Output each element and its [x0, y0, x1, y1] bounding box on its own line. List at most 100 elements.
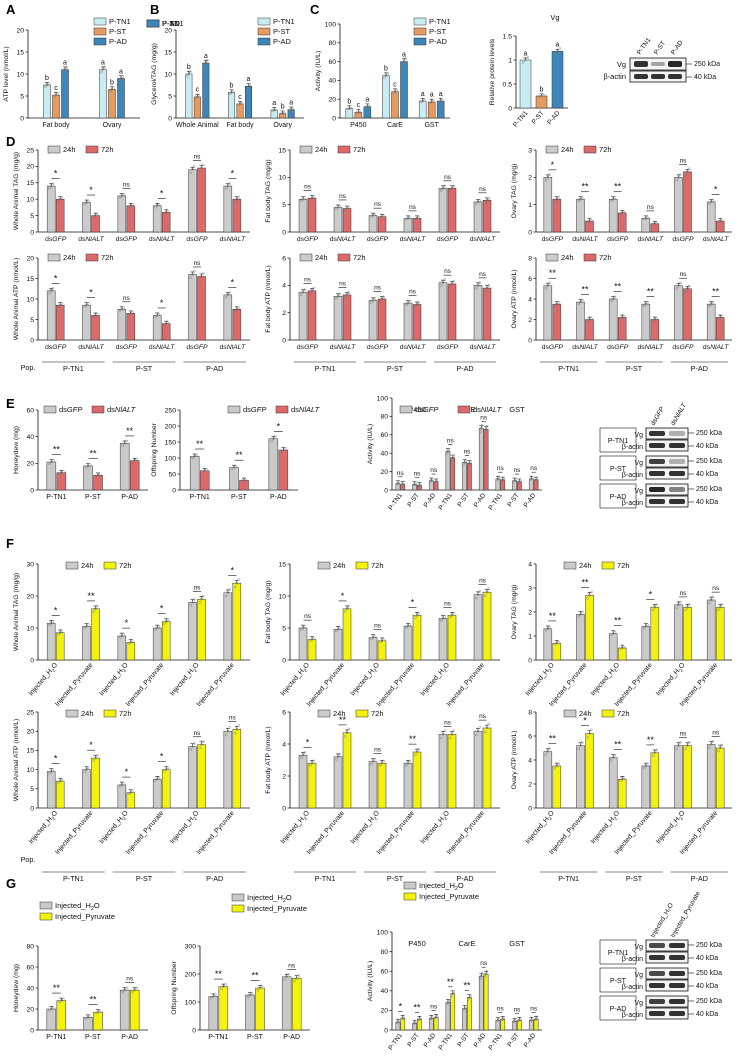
- data-point: [653, 605, 657, 609]
- data-point: [404, 57, 407, 61]
- category-label: dsNlALT: [220, 236, 246, 243]
- legend-F1: 24h 72h: [65, 561, 132, 570]
- y-tick-label: 15: [26, 180, 34, 187]
- bar-Injected_H2O: [46, 1008, 57, 1031]
- panel-letter-F: F: [6, 536, 14, 551]
- data-point: [397, 481, 401, 485]
- chart-G1: 0 20 40 60 80 Honeydew (mg) ** P-TN1 ** P-ST ns P-A…: [13, 943, 148, 1041]
- legend-label: 24h: [561, 253, 574, 262]
- legend-label: 72h: [599, 253, 612, 262]
- data-point: [345, 293, 349, 297]
- bar-Injected_H2O: [119, 989, 130, 1031]
- y-tick-label: 2: [528, 317, 532, 324]
- bar-dsNlALT: [278, 449, 289, 491]
- bar-24h: [368, 300, 378, 341]
- data-point: [50, 1007, 53, 1011]
- data-point: [228, 726, 231, 729]
- legend-D1: 24h 72h: [47, 145, 114, 154]
- data-point: [86, 464, 90, 468]
- data-point: [526, 56, 530, 59]
- data-point: [577, 302, 581, 306]
- bar-24h: [473, 285, 483, 341]
- category-label: Injected_H2O: [524, 810, 557, 847]
- legend-label: Injected_H2O: [419, 881, 464, 892]
- data-point: [203, 64, 206, 68]
- blot-row-box: [599, 995, 637, 1021]
- bar-24h: [674, 745, 683, 809]
- data-point: [312, 759, 316, 763]
- pop-label: P-TN1: [315, 874, 336, 883]
- blot-band: [649, 999, 665, 1004]
- bar-72h: [447, 283, 457, 341]
- marker-label: 250 kDa: [696, 998, 722, 1005]
- data-point: [85, 303, 88, 307]
- data-point: [675, 178, 679, 182]
- category-label: Injected_H2O: [169, 662, 202, 699]
- marker-label: 40 kDa: [696, 443, 718, 450]
- data-point: [655, 317, 658, 320]
- bar-72h: [377, 216, 387, 233]
- data-point: [60, 630, 64, 633]
- data-point: [49, 621, 53, 625]
- sig-label: *: [89, 185, 93, 195]
- category-label: Injected_H2O: [28, 810, 61, 847]
- category-label: Injected_H2O: [420, 810, 453, 847]
- category-label: Injected_H2O: [590, 662, 623, 699]
- legend-label: 72h: [101, 145, 114, 154]
- data-point: [228, 588, 231, 591]
- legend-label: 72h: [617, 561, 630, 570]
- y-axis-title: Activity (IU/L): [367, 424, 374, 464]
- data-point: [687, 603, 691, 606]
- data-point: [553, 766, 557, 770]
- blot-band: [649, 943, 665, 948]
- category-label: Injected_Pyruvate: [446, 810, 486, 856]
- legend-D4: 24h 72h: [47, 253, 114, 262]
- data-point: [228, 182, 231, 186]
- blot-row-box: [599, 483, 637, 509]
- data-point: [655, 603, 658, 606]
- data-point: [619, 647, 622, 650]
- data-point: [613, 295, 617, 299]
- bar-24h: [674, 285, 683, 341]
- blot-lane-label: Vg: [634, 432, 643, 439]
- data-point: [452, 454, 455, 458]
- pop-label: P-TN1: [63, 874, 84, 883]
- data-point: [123, 988, 126, 992]
- data-point: [622, 776, 626, 780]
- data-point: [189, 603, 193, 607]
- data-point: [86, 623, 90, 627]
- letter-label: a: [289, 100, 293, 107]
- blot-row-label: P-ST: [610, 466, 627, 473]
- data-point: [303, 751, 307, 754]
- sig-label: ns: [497, 1005, 505, 1012]
- sig-label: ns: [712, 730, 720, 737]
- sig-label: **: [581, 182, 589, 192]
- blot-row-label: Vg: [617, 60, 626, 69]
- data-point: [201, 594, 205, 598]
- data-point: [154, 779, 157, 782]
- bar-24h: [117, 195, 127, 233]
- data-point: [487, 587, 491, 591]
- data-point: [49, 289, 53, 293]
- sig-label: *: [89, 740, 93, 750]
- data-point: [476, 284, 480, 287]
- sig-label: ns: [480, 960, 488, 967]
- bar-24h: [473, 730, 483, 809]
- category-label: GST: [424, 122, 439, 129]
- data-point: [675, 606, 679, 609]
- data-point: [415, 750, 419, 754]
- legend-swatch: [275, 405, 289, 414]
- bar-72h: [91, 315, 100, 341]
- data-point: [201, 740, 205, 743]
- data-point: [431, 99, 435, 103]
- sig-label: *: [277, 421, 281, 431]
- bar-24h: [641, 765, 651, 809]
- category-label: dsNlALT: [149, 344, 175, 351]
- data-point: [474, 733, 478, 737]
- data-point: [287, 972, 290, 976]
- data-point: [588, 219, 591, 223]
- data-point: [198, 746, 202, 750]
- letter-label: c: [54, 85, 58, 92]
- category-label: Injected_Pyruvate: [125, 810, 165, 856]
- data-point: [479, 427, 483, 430]
